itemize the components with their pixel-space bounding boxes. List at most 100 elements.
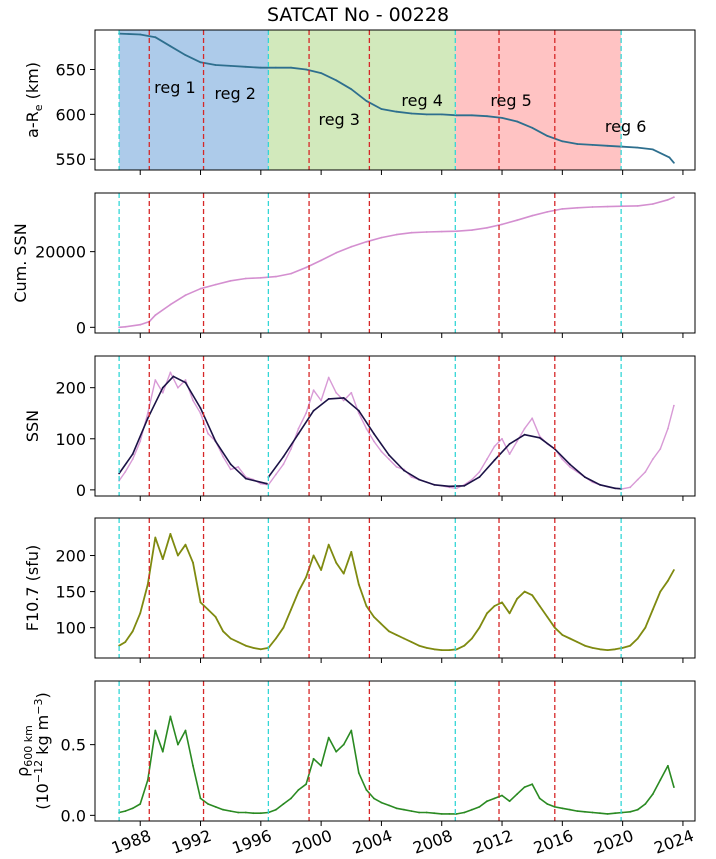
data-point bbox=[629, 644, 632, 647]
panel-frame bbox=[94, 192, 696, 334]
data-point bbox=[508, 443, 511, 445]
data-point bbox=[275, 66, 277, 69]
data-point bbox=[169, 303, 172, 306]
data-point bbox=[659, 779, 662, 781]
data-point bbox=[365, 100, 368, 102]
y-tick-label: 150 bbox=[55, 583, 86, 602]
data-point bbox=[305, 412, 307, 415]
data-point bbox=[576, 641, 579, 643]
data-point bbox=[139, 803, 142, 805]
data-point bbox=[410, 476, 413, 478]
data-point bbox=[297, 789, 300, 791]
data-point bbox=[486, 115, 488, 118]
data-point bbox=[184, 543, 187, 546]
data-point bbox=[290, 797, 292, 800]
data-point bbox=[659, 590, 662, 593]
data-point bbox=[131, 458, 134, 461]
data-point bbox=[440, 113, 443, 116]
data-point bbox=[380, 108, 383, 110]
data-point bbox=[591, 811, 594, 814]
data-point bbox=[516, 219, 518, 222]
data-point bbox=[297, 432, 300, 435]
data-point bbox=[516, 793, 518, 795]
data-point bbox=[169, 533, 172, 535]
data-point bbox=[486, 458, 488, 461]
data-point bbox=[327, 736, 330, 739]
data-point bbox=[403, 469, 405, 472]
data-point bbox=[290, 272, 292, 275]
y-tick-label: 0 bbox=[76, 481, 86, 500]
data-point bbox=[380, 801, 383, 804]
series-line-3 bbox=[267, 397, 622, 490]
data-point bbox=[546, 616, 549, 618]
region-label: reg 4 bbox=[401, 91, 443, 110]
data-point bbox=[425, 231, 428, 233]
x-tick-label: 2016 bbox=[531, 826, 576, 858]
data-point bbox=[478, 626, 481, 629]
panel-frame bbox=[94, 355, 696, 497]
data-point bbox=[621, 145, 624, 148]
data-point bbox=[275, 275, 277, 278]
data-point bbox=[651, 458, 654, 461]
data-point bbox=[305, 266, 307, 269]
data-point bbox=[395, 466, 398, 468]
data-point bbox=[486, 226, 488, 229]
data-point bbox=[320, 399, 322, 402]
data-point bbox=[455, 230, 458, 233]
data-point bbox=[199, 601, 202, 604]
data-point bbox=[365, 789, 368, 791]
series-line-1 bbox=[118, 533, 675, 651]
data-point bbox=[290, 66, 292, 69]
panel-frame bbox=[94, 517, 696, 659]
region-label: reg 2 bbox=[214, 84, 256, 103]
y-axis-label: Cum. SSN bbox=[11, 223, 30, 302]
data-point bbox=[237, 466, 240, 468]
data-point bbox=[357, 772, 360, 774]
data-point bbox=[154, 379, 157, 381]
data-point bbox=[440, 230, 443, 233]
data-point bbox=[463, 811, 466, 814]
data-point bbox=[546, 211, 549, 213]
data-point bbox=[614, 648, 616, 651]
data-point bbox=[501, 601, 503, 604]
data-point bbox=[501, 794, 503, 797]
data-point bbox=[124, 810, 127, 812]
data-point bbox=[305, 68, 307, 71]
units-exp: −3 bbox=[32, 699, 45, 715]
data-point bbox=[629, 810, 632, 813]
data-point bbox=[342, 743, 345, 746]
data-point bbox=[659, 448, 662, 450]
data-point bbox=[493, 605, 496, 607]
data-point bbox=[599, 483, 601, 486]
data-point bbox=[553, 806, 556, 808]
data-point bbox=[471, 808, 473, 811]
data-point bbox=[259, 66, 262, 69]
data-point bbox=[523, 590, 526, 593]
data-point bbox=[222, 630, 225, 633]
data-point bbox=[455, 648, 458, 651]
data-point bbox=[172, 375, 175, 378]
data-point bbox=[501, 223, 503, 226]
data-point bbox=[508, 800, 511, 803]
data-point bbox=[636, 637, 639, 640]
data-point bbox=[350, 729, 353, 732]
panel-2: 0 20000 Cum. SSN bbox=[11, 192, 696, 338]
data-point bbox=[335, 561, 338, 564]
data-point bbox=[192, 764, 194, 767]
y-tick-label: 0.0 bbox=[61, 806, 86, 825]
data-point bbox=[531, 783, 534, 786]
data-point bbox=[673, 161, 675, 164]
data-point bbox=[569, 463, 571, 466]
region-label: reg 1 bbox=[154, 78, 196, 97]
data-point bbox=[508, 453, 511, 455]
data-point bbox=[290, 448, 292, 450]
data-point bbox=[636, 205, 639, 207]
panel-3: 0 100 200 SSN bbox=[23, 355, 696, 501]
y-tick-label: 550 bbox=[55, 150, 86, 169]
y-tick-label: 100 bbox=[55, 619, 86, 638]
data-point bbox=[237, 641, 240, 643]
data-point bbox=[214, 806, 217, 808]
data-point bbox=[139, 612, 142, 615]
data-point bbox=[199, 61, 202, 64]
